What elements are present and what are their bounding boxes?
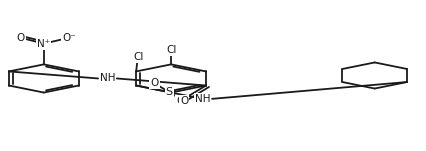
Text: NH: NH bbox=[194, 94, 210, 104]
Text: N⁺: N⁺ bbox=[37, 39, 50, 49]
Text: Cl: Cl bbox=[133, 52, 143, 62]
Text: O: O bbox=[150, 78, 158, 88]
Text: Cl: Cl bbox=[166, 45, 176, 55]
Text: O: O bbox=[16, 33, 25, 43]
Text: NH: NH bbox=[99, 74, 115, 84]
Text: O: O bbox=[176, 96, 184, 106]
Text: O: O bbox=[179, 96, 188, 106]
Text: O⁻: O⁻ bbox=[62, 33, 76, 43]
Text: S: S bbox=[165, 87, 173, 97]
